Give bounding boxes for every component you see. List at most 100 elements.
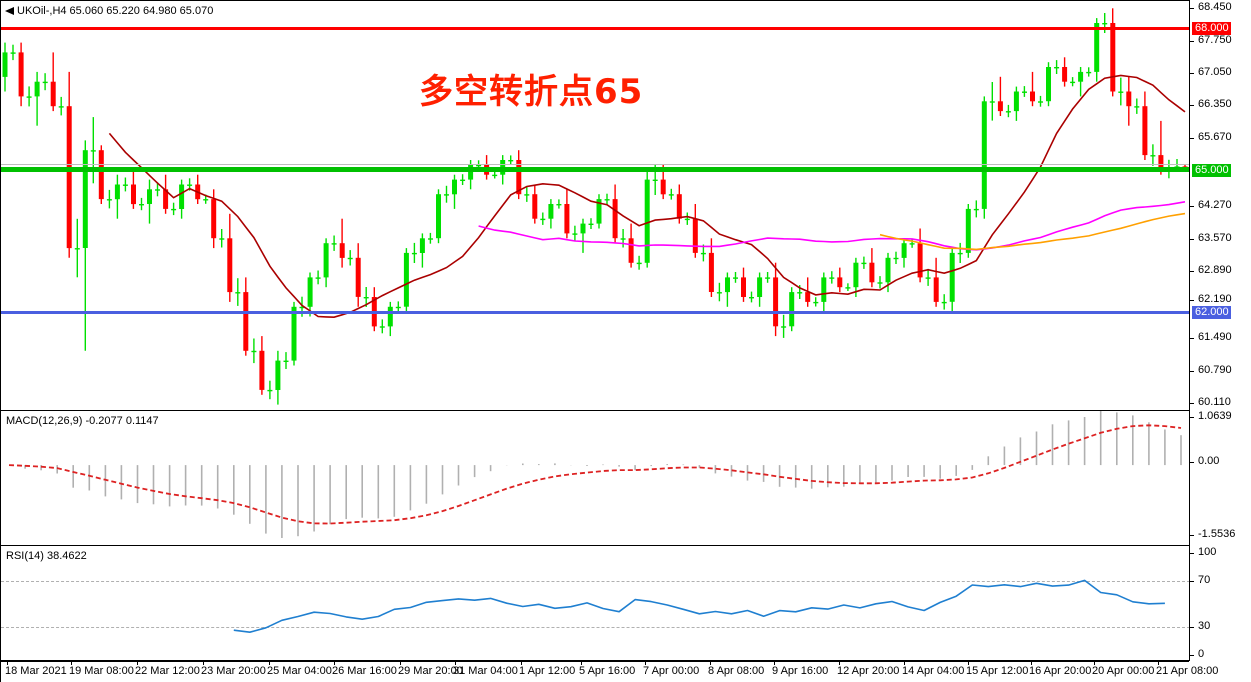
time-tick-label: 9 Apr 16:00 bbox=[772, 665, 829, 677]
axis-tick bbox=[1190, 553, 1194, 554]
axis-tick-label: -1.5536 bbox=[1198, 528, 1236, 540]
price-tag-resistance-68[interactable]: 68.000 bbox=[1192, 22, 1231, 35]
time-tick bbox=[774, 662, 775, 665]
time-tick bbox=[71, 662, 72, 665]
axis-tick bbox=[1190, 462, 1194, 463]
axis-tick-label: 60.110 bbox=[1198, 396, 1231, 408]
axis-tick-label: 1.0639 bbox=[1198, 410, 1232, 422]
axis-tick-label: 61.490 bbox=[1198, 331, 1232, 343]
macd-series-layer bbox=[8, 411, 1182, 538]
price-series-layer bbox=[2, 8, 1188, 405]
macd-panel[interactable]: MACD(12,26,9) -0.2077 0.1147 bbox=[0, 410, 1190, 545]
level-line-65 bbox=[1, 167, 1189, 172]
axis-tick-label: 67.050 bbox=[1198, 66, 1232, 78]
price-scale-axis[interactable]: 68.450 67.750 67.050 66.350 65.670 64.270 63.5… bbox=[1189, 0, 1251, 661]
macd-indicator-label: MACD(12,26,9) -0.2077 0.1147 bbox=[6, 415, 159, 427]
time-tick-label: 31 Mar 04:00 bbox=[453, 665, 518, 677]
left-arrow-icon[interactable] bbox=[4, 6, 15, 16]
time-tick-label: 16 Apr 20:00 bbox=[1029, 665, 1092, 677]
time-tick bbox=[645, 662, 646, 665]
time-tick bbox=[137, 662, 138, 665]
time-tick bbox=[1031, 662, 1032, 665]
axis-tick bbox=[1190, 300, 1194, 301]
time-tick-label: 25 Mar 04:00 bbox=[267, 665, 332, 677]
macd-plot[interactable] bbox=[1, 411, 1189, 545]
axis-tick-label: 67.750 bbox=[1198, 34, 1232, 46]
axis-tick-label: 63.570 bbox=[1198, 232, 1232, 244]
price-chart-plot[interactable] bbox=[1, 1, 1189, 410]
time-tick bbox=[581, 662, 582, 665]
rsi-plot[interactable] bbox=[1, 546, 1189, 660]
axis-tick-label: 30 bbox=[1198, 620, 1211, 632]
time-tick bbox=[521, 662, 522, 665]
time-tick bbox=[968, 662, 969, 665]
time-tick-label: 8 Apr 08:00 bbox=[708, 665, 765, 677]
axis-tick bbox=[1190, 655, 1194, 656]
symbol-quote-label: UKOil-,H4 65.060 65.220 64.980 65.070 bbox=[17, 5, 214, 17]
time-tick-label: 26 Mar 16:00 bbox=[332, 665, 397, 677]
axis-tick bbox=[1190, 138, 1194, 139]
time-tick-label: 7 Apr 00:00 bbox=[643, 665, 700, 677]
axis-tick bbox=[1190, 371, 1194, 372]
axis-tick-label: 0 bbox=[1198, 648, 1205, 660]
rsi-series-layer bbox=[233, 579, 1165, 633]
time-tick-label: 12 Apr 20:00 bbox=[837, 665, 900, 677]
time-tick bbox=[400, 662, 401, 665]
axis-tick-label: 100 bbox=[1198, 546, 1217, 558]
axis-tick-label: 64.270 bbox=[1198, 199, 1232, 211]
level-line-68 bbox=[1, 27, 1189, 30]
time-tick-label: 29 Mar 20:00 bbox=[398, 665, 463, 677]
time-tick bbox=[839, 662, 840, 665]
axis-tick-label: 60.790 bbox=[1198, 364, 1232, 376]
level-line-62 bbox=[1, 311, 1189, 314]
time-tick bbox=[203, 662, 204, 665]
time-tick-label: 21 Apr 08:00 bbox=[1156, 665, 1219, 677]
axis-tick bbox=[1190, 73, 1194, 74]
axis-tick-label: 68.450 bbox=[1198, 1, 1232, 13]
time-tick-label: 1 Apr 12:00 bbox=[519, 665, 576, 677]
price-current-line bbox=[1, 164, 1189, 165]
rsi-panel[interactable]: RSI(14) 38.4622 bbox=[0, 545, 1190, 661]
axis-tick bbox=[1190, 417, 1194, 418]
time-tick bbox=[904, 662, 905, 665]
axis-tick-label: 66.350 bbox=[1198, 98, 1232, 110]
price-chart-panel[interactable]: UKOil-,H4 65.060 65.220 64.980 65.070 多空… bbox=[0, 0, 1190, 410]
time-tick-label: 5 Apr 16:00 bbox=[579, 665, 636, 677]
axis-tick bbox=[1190, 535, 1194, 536]
axis-tick bbox=[1190, 8, 1194, 9]
time-tick-label: 22 Mar 12:00 bbox=[135, 665, 200, 677]
time-tick bbox=[334, 662, 335, 665]
time-tick bbox=[710, 662, 711, 665]
axis-tick-label: 65.670 bbox=[1198, 131, 1232, 143]
axis-tick-label: 70 bbox=[1198, 574, 1211, 586]
axis-tick-label: 62.190 bbox=[1198, 293, 1232, 305]
axis-tick bbox=[1190, 239, 1194, 240]
axis-tick bbox=[1190, 338, 1194, 339]
time-tick-label: 19 Mar 08:00 bbox=[69, 665, 134, 677]
axis-tick bbox=[1190, 581, 1194, 582]
time-tick-label: 23 Mar 20:00 bbox=[201, 665, 266, 677]
time-tick-label: 15 Apr 12:00 bbox=[966, 665, 1029, 677]
chart-annotation-text: 多空转折点65 bbox=[419, 72, 644, 112]
time-tick bbox=[455, 662, 456, 665]
time-tick bbox=[1158, 662, 1159, 665]
axis-tick bbox=[1190, 271, 1194, 272]
axis-tick bbox=[1190, 206, 1194, 207]
price-tag-support-62[interactable]: 62.000 bbox=[1192, 306, 1231, 319]
axis-tick bbox=[1190, 105, 1194, 106]
rsi-level-70-line bbox=[1, 581, 1189, 582]
time-tick-label: 20 Apr 00:00 bbox=[1092, 665, 1155, 677]
price-tag-pivot-65[interactable]: 65.000 bbox=[1192, 164, 1231, 177]
time-tick-label: 18 Mar 2021 bbox=[5, 665, 67, 677]
axis-tick bbox=[1190, 403, 1194, 404]
time-tick-label: 14 Apr 04:00 bbox=[902, 665, 965, 677]
axis-tick bbox=[1190, 41, 1194, 42]
axis-tick bbox=[1190, 627, 1194, 628]
time-tick bbox=[269, 662, 270, 665]
rsi-level-30-line bbox=[1, 627, 1189, 628]
time-scale-axis[interactable]: 18 Mar 2021 19 Mar 08:00 22 Mar 12:00 23 Ma… bbox=[0, 661, 1218, 682]
time-tick bbox=[1094, 662, 1095, 665]
axis-tick-label: 62.890 bbox=[1198, 264, 1232, 276]
axis-tick-label: 0.00 bbox=[1198, 455, 1220, 467]
